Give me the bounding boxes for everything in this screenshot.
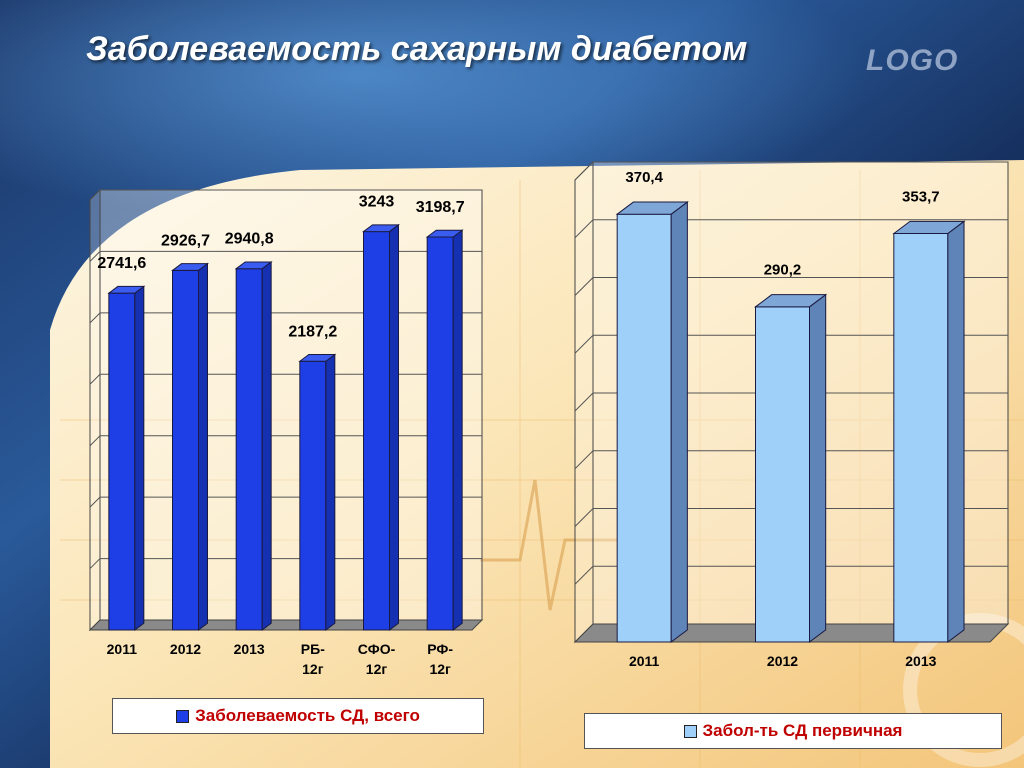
data-label: 2926,7 [161, 232, 210, 249]
legend-label-total: Заболеваемость СД, всего [195, 706, 420, 725]
x-tick-label: 2012 [170, 641, 201, 657]
bar [362, 223, 400, 631]
chart-left-bars [107, 223, 464, 631]
chart-right-x-ticks: 2011 2012 2013 [629, 653, 937, 669]
legend-swatch-total [176, 709, 190, 723]
bar [171, 262, 209, 631]
bar [615, 201, 689, 644]
data-label: 2940,8 [225, 231, 274, 248]
bar [298, 353, 337, 631]
chart-right-bars [615, 201, 966, 644]
bar [107, 285, 146, 631]
x-tick-label: 2012 [767, 653, 798, 669]
x-tick-label: РФ-12г [427, 641, 453, 677]
gridline [89, 496, 482, 508]
gridline [89, 250, 482, 262]
gridline [574, 277, 1008, 296]
x-tick-label: 2011 [107, 641, 138, 657]
bar [753, 293, 828, 644]
legend-label-primary: Забол-ть СД первичная [702, 721, 903, 740]
gridline [574, 508, 1008, 527]
data-label: 2741,6 [97, 255, 146, 272]
data-label: 290,2 [764, 262, 802, 279]
chart-right-data-labels: 370,4 290,2 353,7 [625, 169, 939, 279]
x-tick-label: РБ-12г [301, 641, 325, 677]
gridline [89, 312, 482, 324]
logo: LOGO [866, 44, 959, 77]
gridline [89, 189, 482, 201]
data-label: 353,7 [902, 188, 940, 205]
chart-left-x-ticks: 2011 2012 2013 РБ-12г СФО-12г РФ-12г [107, 641, 454, 677]
chart-left-data-labels: 2741,6 2926,7 2940,8 2187,2 3243 3198,7 [97, 194, 464, 341]
chart-right-legend: Забол-ть СД первичная [584, 713, 1002, 749]
x-tick-label: 2013 [234, 641, 265, 657]
chart-right-gridlines [574, 161, 1008, 585]
gridline [574, 334, 1008, 354]
gridline [89, 373, 482, 385]
data-label: 370,4 [625, 169, 663, 186]
data-label: 2187,2 [288, 323, 337, 340]
x-tick-label: 2013 [905, 653, 936, 669]
gridline [574, 392, 1008, 412]
chart-left-gridlines [89, 189, 482, 569]
x-tick-label: СФО-12г [358, 641, 396, 677]
chart-left-legend: Заболеваемость СД, всего [112, 698, 484, 734]
data-label: 3198,7 [416, 199, 465, 216]
gridline [574, 565, 1008, 585]
gridline [574, 219, 1008, 239]
gridline [89, 435, 482, 447]
bar [425, 229, 464, 631]
legend-swatch-primary [683, 724, 697, 738]
slide-title: Заболеваемость сахарным диабетом [86, 30, 748, 68]
gridline [574, 450, 1008, 470]
gridline [89, 558, 482, 569]
bar [892, 220, 966, 644]
bar [234, 260, 273, 631]
gridline [574, 161, 1008, 181]
x-tick-label: 2011 [629, 653, 660, 669]
data-label: 3243 [359, 194, 395, 211]
